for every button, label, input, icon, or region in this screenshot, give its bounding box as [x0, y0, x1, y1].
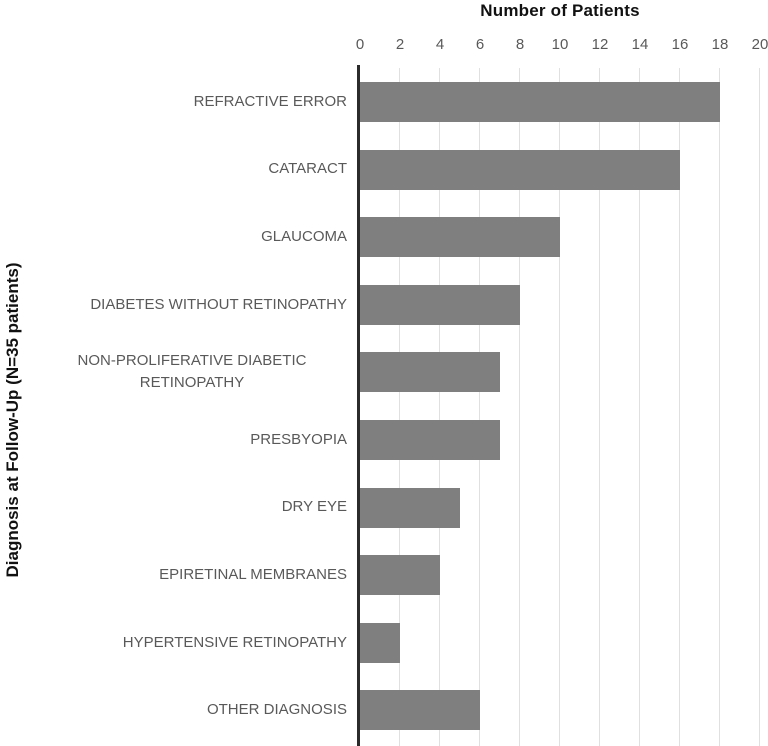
- gridline: [479, 68, 480, 746]
- gridline: [439, 68, 440, 746]
- bar: [360, 149, 680, 190]
- plot-area: [357, 65, 760, 746]
- x-axis-tick-label: 6: [475, 36, 485, 53]
- category-label-row: CATARACT: [0, 136, 347, 204]
- category-label: CATARACT: [268, 160, 347, 178]
- x-axis-tick-label: 8: [515, 36, 525, 53]
- category-label: NON-PROLIFERATIVE DIABETIC RETINOPATHY: [77, 351, 307, 392]
- bar: [360, 690, 480, 731]
- gridline: [719, 68, 720, 746]
- category-label: EPIRETINAL MEMBRANES: [159, 565, 347, 583]
- x-axis-tick-label: 18: [711, 36, 729, 53]
- category-label-row: REFRACTIVE ERROR: [0, 68, 347, 136]
- x-axis-tick-label: 2: [395, 36, 405, 53]
- gridline: [599, 68, 600, 746]
- category-label: DIABETES WITHOUT RETINOPATHY: [90, 295, 347, 313]
- x-axis-tick-label: 10: [551, 36, 569, 53]
- bar: [360, 217, 560, 258]
- category-label: GLAUCOMA: [261, 227, 347, 245]
- bar: [360, 420, 500, 460]
- x-axis-tick-label: 14: [631, 36, 649, 53]
- gridline: [639, 68, 640, 746]
- bar: [360, 352, 500, 393]
- category-labels: REFRACTIVE ERROR CATARACT GLAUCOMA DIABETES…: [0, 68, 347, 746]
- category-label-row: DIABETES WITHOUT RETINOPATHY: [0, 271, 347, 339]
- category-label-row: NON-PROLIFERATIVE DIABETIC RETINOPATHY: [0, 339, 347, 407]
- x-axis-tick-label: 20: [751, 36, 768, 53]
- bar: [360, 82, 720, 122]
- y-axis-line: [357, 65, 360, 746]
- gridline: [559, 68, 560, 746]
- category-label: HYPERTENSIVE RETINOPATHY: [122, 633, 347, 651]
- category-label-row: GLAUCOMA: [0, 203, 347, 271]
- bar: [360, 555, 440, 596]
- chart-title: Number of Patients: [480, 1, 640, 20]
- bar: [360, 622, 400, 663]
- x-axis-tick-label: 12: [591, 36, 609, 53]
- gridline: [399, 68, 400, 746]
- category-label: REFRACTIVE ERROR: [193, 92, 347, 110]
- x-axis-tick-label: 4: [435, 36, 445, 53]
- category-label-row: EPIRETINAL MEMBRANES: [0, 541, 347, 609]
- category-label-row: DRY EYE: [0, 474, 347, 542]
- gridline: [759, 68, 760, 746]
- bar: [360, 487, 460, 528]
- x-axis-tick-label: 16: [671, 36, 689, 53]
- x-axis-ticks: 0 2 4 6 8 10 12 14 16 18 20: [0, 36, 768, 56]
- category-label-row: OTHER DIAGNOSIS: [0, 677, 347, 745]
- gridline: [679, 68, 680, 746]
- category-label-row: HYPERTENSIVE RETINOPATHY: [0, 609, 347, 677]
- gridline: [519, 68, 520, 746]
- category-label: OTHER DIAGNOSIS: [206, 701, 347, 719]
- category-label: DRY EYE: [281, 498, 347, 516]
- category-label-row: PRESBYOPIA: [0, 406, 347, 474]
- x-axis-tick-label: 0: [355, 36, 365, 53]
- bar: [360, 284, 520, 325]
- category-label: PRESBYOPIA: [250, 430, 347, 448]
